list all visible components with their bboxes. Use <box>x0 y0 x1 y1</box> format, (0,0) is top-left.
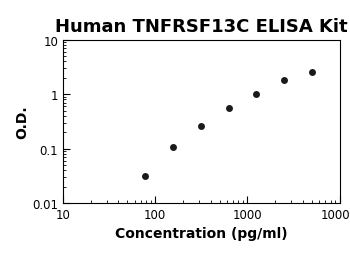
Point <box>198 125 203 129</box>
Point <box>309 71 315 75</box>
Point <box>226 107 231 111</box>
Title: Human TNFRSF13C ELISA Kit: Human TNFRSF13C ELISA Kit <box>55 18 348 36</box>
X-axis label: Concentration (pg/ml): Concentration (pg/ml) <box>115 227 288 241</box>
Point <box>253 92 259 96</box>
Point <box>281 78 287 82</box>
Point <box>170 146 176 150</box>
Point <box>142 174 148 179</box>
Y-axis label: O.D.: O.D. <box>15 105 29 139</box>
